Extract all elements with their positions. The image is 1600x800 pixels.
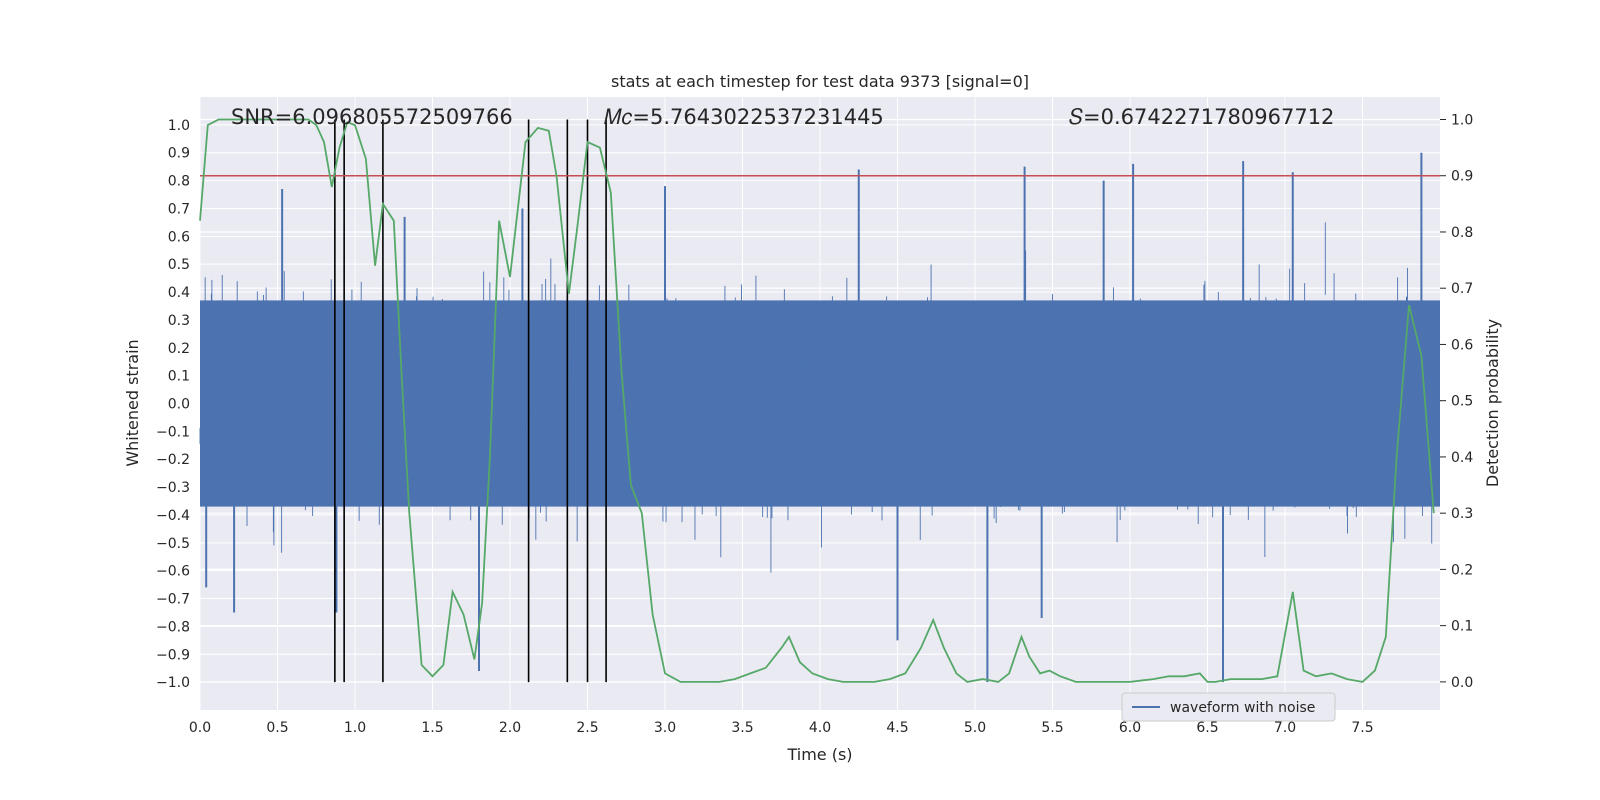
y-tick-label: 1.0 [168, 118, 190, 134]
event-lines [334, 119, 607, 683]
y-tick-label: −0.8 [156, 619, 190, 635]
chirp-mass-annotation: 𝑀𝑐=5.7643022537231445 [604, 105, 884, 129]
x-tick-label: 6.0 [1119, 720, 1141, 736]
y-tick-label: −1.0 [156, 675, 190, 691]
x-tick-label: 7.5 [1351, 720, 1373, 736]
y-tick-label: 0.4 [168, 285, 190, 301]
x-tick-label: 3.5 [731, 720, 753, 736]
x-tick-label: 4.5 [886, 720, 908, 736]
score-annotation: 𝑆=0.6742271780967712 [1069, 105, 1334, 129]
y2-tick-label: 0.2 [1451, 562, 1473, 578]
y-tick-label: 0.6 [168, 229, 190, 245]
x-tick-label: 0.0 [189, 720, 211, 736]
y-tick-label: −0.7 [156, 592, 190, 608]
x-tick-label: 5.0 [964, 720, 986, 736]
y2-tick-label: 0.9 [1451, 169, 1473, 185]
x-tick-label: 7.0 [1274, 720, 1296, 736]
x-axis-ticks: 0.0 0.5 1.0 1.5 2.0 2.5 3.0 3.5 4.0 4.5 5.0 5.5 6.0 6… [189, 720, 1374, 736]
y-tick-label: −0.1 [156, 424, 190, 440]
y2-tick-label: 0.6 [1451, 337, 1473, 353]
y2-tick-label: 0.1 [1451, 619, 1473, 635]
y-axis-label: Whitened strain [123, 339, 142, 466]
waveform-envelope [200, 300, 1440, 507]
y2-tick-label: 0.3 [1451, 506, 1473, 522]
y2-tick-label: 0.5 [1451, 394, 1473, 410]
y2-tick-label: 0.8 [1451, 225, 1473, 241]
y-tick-label: 0.0 [168, 397, 190, 413]
x-tick-label: 6.5 [1196, 720, 1218, 736]
x-tick-label: 2.0 [499, 720, 521, 736]
legend: waveform with noise [1121, 692, 1336, 722]
y-axis-ticks: −1.0 −0.9 −0.8 −0.7 −0.6 −0.5 −0.4 −0.3 −0.2 −0.1… [156, 118, 190, 691]
y2-axis-ticks: 0.0 0.1 0.2 0.3 0.4 0.5 0.6 0.7 0.8 0.9 1.0 [1440, 112, 1473, 691]
snr-annotation: SNR=6.096805572509766 [231, 105, 513, 129]
legend-box [1121, 692, 1336, 722]
y-tick-label: 0.2 [168, 341, 190, 357]
x-tick-label: 1.0 [344, 720, 366, 736]
detection-probability-series [199, 118, 1435, 683]
legend-entry: waveform with noise [1170, 700, 1315, 716]
y-tick-label: 0.8 [168, 174, 190, 190]
x-tick-label: 0.5 [266, 720, 288, 736]
y-tick-label: 0.7 [168, 201, 190, 217]
y-tick-label: 0.3 [168, 313, 190, 329]
y-tick-label: −0.9 [156, 647, 190, 663]
y-tick-label: 0.1 [168, 369, 190, 385]
y-tick-label: −0.4 [156, 508, 190, 524]
y-tick-label: −0.6 [156, 564, 190, 580]
y-tick-label: 0.5 [168, 257, 190, 273]
chart-title: stats at each timestep for test data 937… [611, 72, 1029, 91]
y-tick-label: −0.2 [156, 452, 190, 468]
y2-axis-label: Detection probability [1483, 319, 1502, 487]
y-tick-label: −0.3 [156, 480, 190, 496]
y2-tick-label: 0.4 [1451, 450, 1473, 466]
x-tick-label: 4.0 [809, 720, 831, 736]
x-axis-label: Time (s) [786, 745, 852, 764]
y-tick-label: 0.9 [168, 146, 190, 162]
x-tick-label: 1.5 [421, 720, 443, 736]
y2-tick-label: 0.7 [1451, 281, 1473, 297]
x-tick-label: 5.5 [1041, 720, 1063, 736]
y2-tick-label: 0.0 [1451, 675, 1473, 691]
x-tick-label: 2.5 [576, 720, 598, 736]
waveform-trace [199, 222, 1441, 573]
y2-tick-label: 1.0 [1451, 112, 1473, 128]
y-tick-label: −0.5 [156, 536, 190, 552]
x-tick-label: 3.0 [654, 720, 676, 736]
